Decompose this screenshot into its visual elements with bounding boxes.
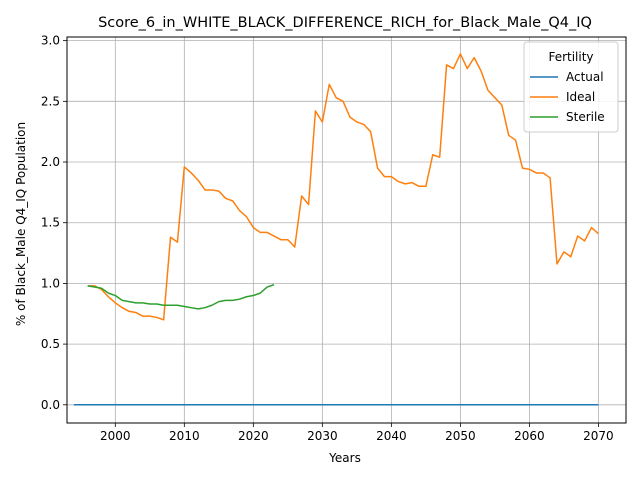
legend-label-sterile: Sterile — [566, 110, 605, 124]
y-tick-label: 0.0 — [41, 398, 60, 412]
x-tick-label: 2030 — [307, 429, 338, 443]
x-tick-label: 2070 — [583, 429, 614, 443]
x-axis-ticks: 2000 2010 2020 2030 2040 2050 2060 2070 — [100, 423, 614, 443]
x-tick-label: 2020 — [238, 429, 269, 443]
legend-label-actual: Actual — [566, 70, 604, 84]
legend-entries: Actual Ideal Sterile — [530, 70, 605, 124]
y-tick-label: 1.5 — [41, 216, 60, 230]
series-lines — [73, 53, 599, 406]
y-axis-ticks: 0.0 0.5 1.0 1.5 2.0 2.5 3.0 — [41, 34, 67, 412]
legend-title: Fertility — [548, 50, 593, 64]
y-tick-label: 1.0 — [41, 276, 60, 290]
legend-box — [523, 41, 619, 133]
legend: Fertility Actual Ideal Sterile — [523, 41, 619, 133]
x-tick-label: 2010 — [169, 429, 200, 443]
x-axis-label: Years — [328, 451, 361, 465]
x-tick-label: 2060 — [514, 429, 545, 443]
series-line-ideal — [87, 53, 599, 321]
x-tick-label: 2050 — [445, 429, 476, 443]
y-tick-label: 2.5 — [41, 94, 60, 108]
grid — [67, 37, 626, 423]
y-axis-label: % of Black_Male Q4_IQ Population — [14, 122, 28, 326]
series-line-sterile — [87, 283, 275, 310]
x-tick-label: 2040 — [376, 429, 407, 443]
y-tick-label: 0.5 — [41, 337, 60, 351]
x-tick-label: 2000 — [100, 429, 131, 443]
chart-title: Score_6_in_WHITE_BLACK_DIFFERENCE_RICH_f… — [98, 15, 592, 31]
y-tick-label: 3.0 — [41, 34, 60, 48]
y-tick-label: 2.0 — [41, 155, 60, 169]
legend-label-ideal: Ideal — [566, 90, 595, 104]
plot-frame — [66, 36, 627, 424]
